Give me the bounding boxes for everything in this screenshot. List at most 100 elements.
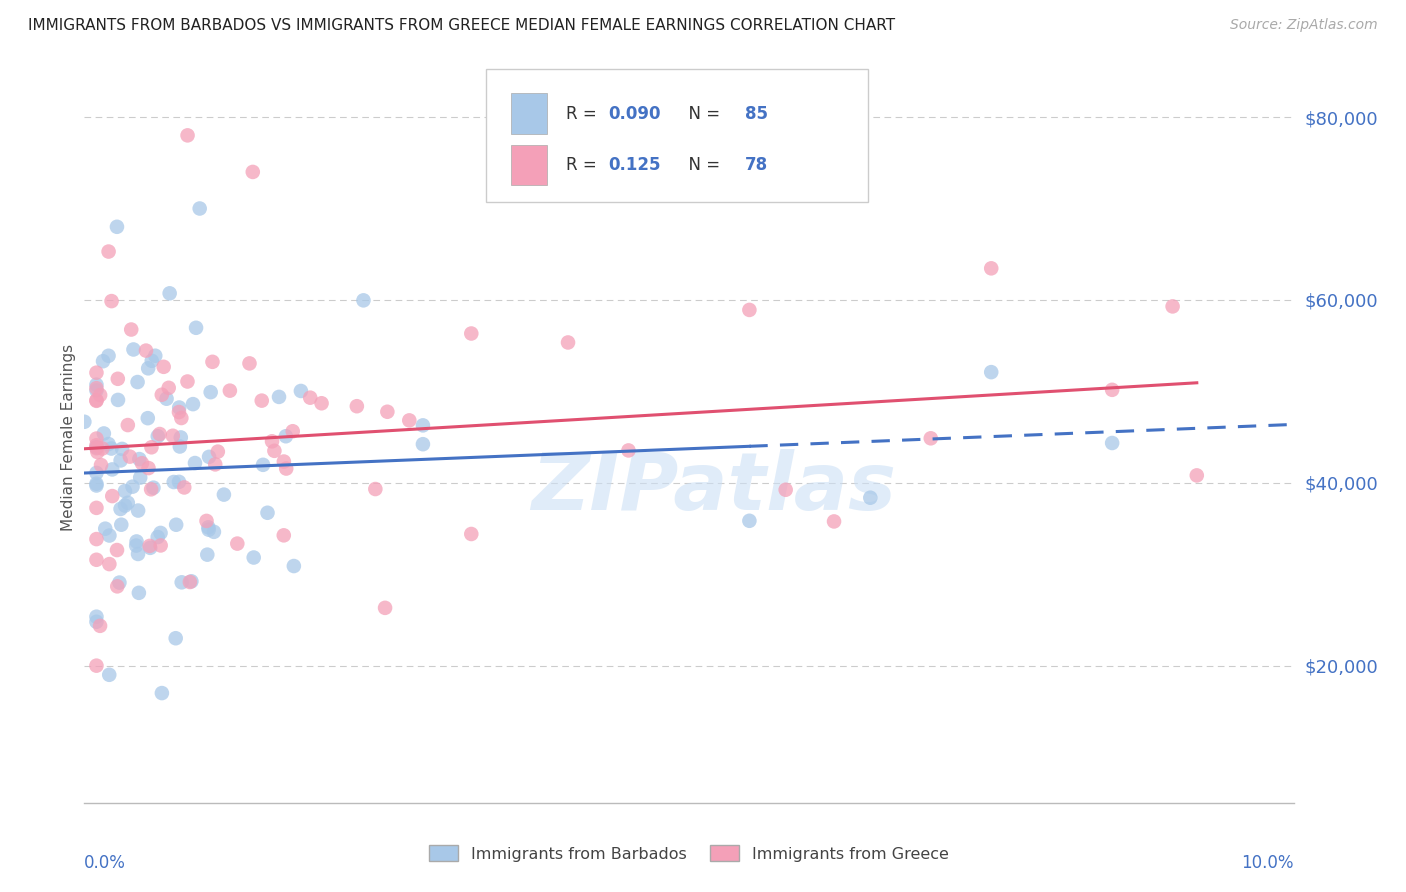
Point [157, 381, 180, 395]
Point [173, 480, 195, 494]
Point [86, 466, 108, 480]
Point [170, 411, 193, 425]
Point [242, 165, 264, 179]
Point [114, 484, 136, 499]
Point [165, 632, 187, 646]
Point [127, 503, 149, 517]
Point [226, 536, 249, 550]
Point [250, 393, 273, 408]
Point [86, 609, 108, 624]
Point [100, 294, 122, 309]
Text: N =: N = [678, 104, 725, 123]
Point [256, 506, 278, 520]
Point [100, 442, 122, 456]
Text: 78: 78 [745, 156, 768, 174]
Point [91, 442, 114, 456]
Point [242, 550, 264, 565]
Point [200, 385, 222, 400]
Point [162, 429, 184, 443]
Point [121, 480, 143, 494]
Point [118, 450, 141, 464]
Point [86, 445, 108, 459]
Point [125, 539, 148, 553]
Point [107, 372, 129, 386]
Point [127, 547, 149, 561]
Point [105, 219, 128, 234]
Point [980, 365, 1002, 379]
Point [86, 384, 108, 398]
Point [738, 514, 761, 528]
Point [86, 366, 108, 380]
Point [91, 354, 114, 368]
Point [169, 440, 191, 454]
Point [170, 430, 193, 444]
Text: 0.090: 0.090 [607, 104, 661, 123]
Point [920, 431, 942, 445]
Point [202, 524, 225, 539]
Text: R =: R = [565, 156, 602, 174]
Point [374, 600, 396, 615]
Point [141, 353, 163, 368]
Point [146, 530, 169, 544]
Point [346, 399, 368, 413]
Point [398, 413, 420, 427]
Point [184, 456, 207, 470]
Point [163, 475, 186, 489]
Point [97, 349, 120, 363]
Point [273, 528, 295, 542]
Point [238, 356, 260, 370]
Point [290, 384, 312, 398]
Point [73, 415, 96, 429]
Point [86, 441, 108, 455]
Point [180, 574, 202, 589]
Point [260, 434, 283, 449]
Point [86, 393, 108, 408]
Point [136, 361, 159, 376]
Point [167, 401, 190, 415]
Point [135, 343, 157, 358]
Point [125, 534, 148, 549]
Point [128, 452, 150, 467]
Point [143, 349, 166, 363]
Point [149, 525, 172, 540]
Point [142, 481, 165, 495]
Point [218, 384, 240, 398]
Text: 0.0%: 0.0% [84, 854, 127, 872]
Point [101, 489, 124, 503]
Point [176, 128, 198, 143]
Point [159, 286, 181, 301]
Point [181, 397, 204, 411]
Point [122, 343, 145, 357]
Point [97, 437, 120, 451]
Point [617, 443, 640, 458]
Y-axis label: Median Female Earnings: Median Female Earnings [60, 343, 76, 531]
Point [105, 543, 128, 558]
Point [738, 302, 761, 317]
Point [198, 450, 221, 464]
Point [1185, 468, 1208, 483]
Point [283, 559, 305, 574]
Point [105, 579, 128, 593]
Point [86, 440, 108, 454]
Point [364, 482, 387, 496]
Point [136, 411, 159, 425]
Point [460, 527, 482, 541]
Point [267, 390, 290, 404]
Point [149, 538, 172, 552]
Point [980, 261, 1002, 276]
Point [149, 427, 172, 442]
Point [108, 575, 131, 590]
Point [128, 586, 150, 600]
Text: Source: ZipAtlas.com: Source: ZipAtlas.com [1230, 18, 1378, 32]
Point [150, 388, 173, 402]
Point [86, 553, 108, 567]
Point [110, 502, 132, 516]
Bar [512, 145, 547, 185]
Bar [512, 94, 547, 134]
Point [98, 557, 121, 571]
Point [86, 377, 108, 392]
Point [139, 541, 162, 555]
Point [129, 470, 152, 484]
Point [207, 444, 229, 458]
Point [152, 359, 174, 374]
